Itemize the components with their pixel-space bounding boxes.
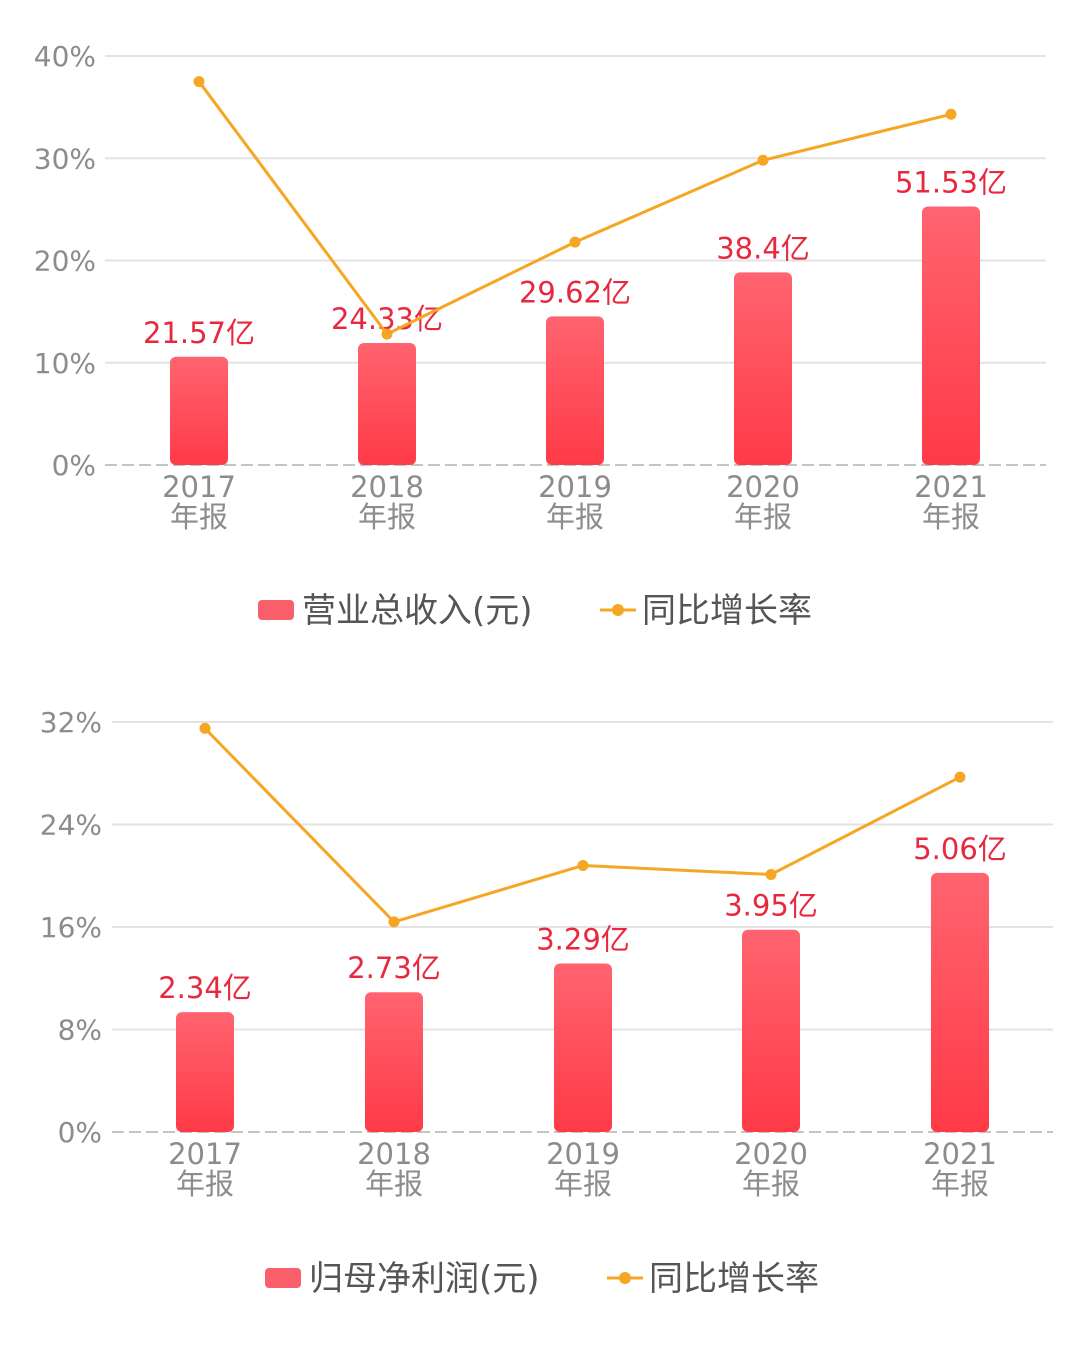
y-tick-label: 32% bbox=[40, 706, 102, 739]
growth-rate-point bbox=[954, 771, 966, 783]
bar bbox=[358, 342, 416, 465]
net-profit-chart: 0% 8% 16% 24% 32% 2.34亿 2.73亿 3.29亿 3.95亿 5.06亿 20… bbox=[40, 706, 1053, 1299]
x-tick-label-year: 2018 bbox=[357, 1137, 431, 1171]
x-tick-label-period: 年报 bbox=[170, 500, 228, 534]
legend-line-marker bbox=[619, 1272, 631, 1284]
bar bbox=[176, 1012, 234, 1132]
x-tick-label-period: 年报 bbox=[734, 500, 792, 534]
x-tick-label-period: 年报 bbox=[554, 1167, 612, 1201]
x-tick-label-year: 2021 bbox=[914, 470, 988, 504]
x-tick-label-period: 年报 bbox=[546, 500, 604, 534]
bar-data-label: 38.4亿 bbox=[716, 231, 810, 265]
growth-rate-point bbox=[569, 236, 581, 248]
bar-data-label: 2.73亿 bbox=[347, 951, 441, 985]
legend-bar-swatch bbox=[258, 600, 294, 620]
y-tick-label: 40% bbox=[34, 40, 96, 73]
x-tick-label-period: 年报 bbox=[365, 1167, 423, 1201]
x-tick-label-year: 2020 bbox=[726, 470, 800, 504]
growth-rate-point bbox=[577, 860, 589, 871]
x-tick-label-year: 2019 bbox=[546, 1137, 620, 1171]
x-tick-label-year: 2019 bbox=[538, 470, 612, 504]
bar bbox=[931, 872, 989, 1132]
bar bbox=[170, 356, 228, 465]
bar-data-label: 3.29亿 bbox=[536, 923, 630, 957]
growth-rate-point bbox=[765, 868, 777, 880]
legend-line-label: 同比增长率 bbox=[649, 1259, 819, 1299]
bar bbox=[365, 992, 423, 1132]
growth-rate-point bbox=[381, 328, 393, 340]
bar bbox=[922, 206, 980, 465]
bar bbox=[734, 272, 792, 465]
revenue-chart: 0%10%20%30%40%21.57亿 24.33亿29.62亿38.4亿51.… bbox=[34, 40, 1046, 631]
growth-rate-point bbox=[199, 722, 211, 734]
y-tick-label: 16% bbox=[40, 911, 102, 944]
legend-bar-label: 归母净利润(元) bbox=[309, 1259, 540, 1299]
bar-data-label: 3.95亿 bbox=[724, 889, 818, 923]
x-tick-label-period: 年报 bbox=[742, 1167, 800, 1201]
y-tick-label: 10% bbox=[34, 347, 96, 380]
legend-line-label: 同比增长率 bbox=[642, 591, 812, 631]
growth-rate-point bbox=[388, 916, 400, 928]
y-tick-label: 0% bbox=[58, 1116, 102, 1149]
legend-bar-label: 营业总收入(元) bbox=[302, 591, 533, 631]
x-tick-label-period: 年报 bbox=[922, 500, 980, 534]
x-tick-label-year: 2017 bbox=[168, 1137, 242, 1171]
x-tick-label-year: 2021 bbox=[923, 1137, 997, 1171]
bar bbox=[742, 929, 800, 1132]
x-tick-label-period: 年报 bbox=[358, 500, 416, 534]
x-tick-label-year: 2018 bbox=[350, 470, 424, 504]
y-tick-label: 0% bbox=[52, 449, 96, 482]
x-tick-label-year: 2020 bbox=[734, 1137, 808, 1171]
bar-data-label: 21.57亿 bbox=[143, 316, 255, 350]
growth-rate-point bbox=[945, 108, 957, 120]
y-tick-label: 24% bbox=[40, 809, 102, 842]
y-tick-label: 30% bbox=[34, 142, 96, 175]
bar bbox=[546, 316, 604, 465]
y-tick-label: 20% bbox=[34, 245, 96, 278]
bar-data-label: 29.62亿 bbox=[519, 275, 631, 309]
bar-data-label: 5.06亿 bbox=[913, 832, 1007, 866]
legend-line-marker bbox=[612, 604, 624, 616]
bar-data-label: 2.34亿 bbox=[158, 971, 252, 1005]
growth-rate-point bbox=[757, 154, 769, 166]
bar bbox=[554, 963, 612, 1132]
growth-rate-point bbox=[193, 76, 205, 88]
y-tick-label: 8% bbox=[58, 1014, 102, 1047]
legend-bar-swatch bbox=[265, 1268, 301, 1288]
x-tick-label-period: 年报 bbox=[931, 1167, 989, 1201]
x-tick-label-year: 2017 bbox=[162, 470, 236, 504]
x-tick-label-period: 年报 bbox=[176, 1167, 234, 1201]
bar-data-label: 51.53亿 bbox=[895, 166, 1007, 200]
